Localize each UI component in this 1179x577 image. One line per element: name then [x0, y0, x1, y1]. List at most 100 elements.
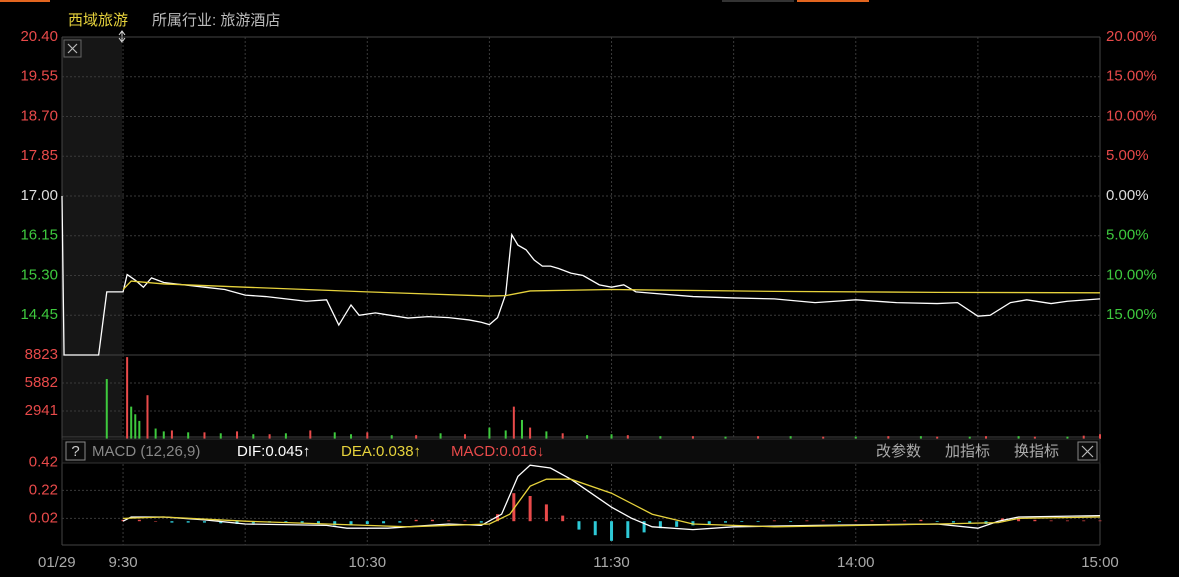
y2-tick-label: 15.00% [1106, 68, 1157, 85]
close-cross[interactable] [67, 43, 78, 54]
volume-bar [439, 433, 442, 439]
y-tick-label: 17.00 [20, 187, 58, 204]
histogram-bar [691, 521, 695, 526]
volume-bar [545, 431, 548, 439]
volume-bar [529, 427, 532, 439]
close-box[interactable] [63, 39, 82, 58]
help-box[interactable] [65, 441, 86, 461]
button[interactable]: 加指标 [945, 443, 990, 460]
histogram-bar [756, 521, 760, 522]
industry: 所属行业: 旅游酒店 [152, 12, 280, 29]
indicator-bar-bg [61, 438, 1101, 464]
button[interactable]: 改参数 [876, 443, 921, 460]
histogram-bar [886, 520, 890, 522]
histogram-bar [398, 521, 402, 523]
volume-bar [561, 433, 564, 439]
histogram-bar [154, 521, 158, 522]
y2-tick-label: 10.00% [1106, 107, 1157, 124]
close-box[interactable] [1077, 441, 1098, 461]
dif-label: DIF:0.045↑ [237, 443, 310, 460]
volume-bar [268, 434, 271, 439]
volume-bar [659, 436, 662, 439]
date-label: 01/29 [38, 554, 76, 571]
volume-bar [1017, 436, 1020, 439]
volume-bar [1033, 436, 1036, 439]
indicator-name: MACD (12,26,9) [92, 443, 200, 460]
volume-bar [504, 430, 507, 439]
histogram-bar [1049, 520, 1053, 522]
histogram-bar [202, 521, 206, 523]
help-button[interactable]: ? [71, 443, 79, 460]
volume-bar [789, 436, 792, 439]
stock-name: 西域旅游 [68, 12, 128, 29]
volume-bar [134, 414, 137, 439]
histogram-bar [903, 520, 907, 522]
volume-bar [366, 432, 369, 439]
plots: 20.40 19.55 18.70 17.85 17.00 16.15 15.30 14.45… [20, 28, 1156, 571]
histogram-bar [593, 521, 597, 536]
histogram-bar [463, 520, 467, 522]
y-tick-label: 5882 [25, 374, 58, 391]
close-icon[interactable] [63, 39, 82, 58]
histogram-bar [1065, 520, 1069, 522]
y-tick-label: 20.40 [20, 28, 58, 45]
histogram-bar [870, 520, 874, 522]
histogram-bar [561, 515, 565, 522]
histogram-bar [528, 496, 532, 522]
histogram-bar [284, 521, 288, 523]
histogram-bar [251, 521, 255, 524]
tab-indicator [722, 0, 794, 2]
histogram-bar [1082, 520, 1086, 522]
volume-bar [463, 434, 466, 439]
volume-bar [309, 430, 312, 439]
x-tick-label: 14:00 [837, 554, 875, 571]
histogram-bar [170, 521, 174, 523]
volume-bar [1099, 434, 1101, 439]
volume-bar [985, 436, 988, 439]
histogram-bar [821, 520, 825, 522]
volume-bar [138, 420, 141, 439]
volume-bar [219, 433, 222, 439]
histogram-bar [496, 514, 500, 522]
volume-bar [236, 431, 239, 439]
volume-bar [610, 434, 613, 439]
volume-bar [415, 435, 418, 439]
histogram-bar [333, 521, 337, 526]
volume-bar [390, 435, 393, 439]
histogram-bar [1033, 519, 1037, 522]
volume-bar [187, 432, 190, 439]
series-line [123, 478, 1101, 528]
close-cross[interactable] [1081, 445, 1094, 458]
histogram-bar [349, 521, 353, 526]
histogram-bar [316, 521, 320, 524]
x-tick-label: 9:30 [108, 554, 137, 571]
histogram-bar [365, 521, 369, 524]
y-tick-label: 2941 [25, 402, 58, 419]
histogram-bar [137, 519, 141, 522]
volume-bar [130, 406, 133, 439]
volume-bar [146, 395, 149, 439]
histogram-bar [544, 504, 548, 522]
volume-bar [887, 436, 890, 439]
histogram-bar [642, 521, 646, 533]
histogram-bar [968, 521, 972, 524]
histogram-bar [219, 521, 223, 524]
y2-tick-label: 20.00% [1106, 28, 1157, 45]
volume-bar [936, 436, 939, 439]
y-tick-label: 17.85 [20, 147, 58, 164]
histogram-bar [724, 521, 728, 523]
histogram-bar [951, 521, 955, 523]
histogram-bar [479, 521, 483, 523]
histogram-bar [300, 521, 304, 524]
histogram-bar [789, 521, 793, 522]
volume-bar [154, 428, 157, 439]
indicator-bar: ? MACD (12,26,9) DIF:0.045↑ DEA:0.038↑ M… [61, 438, 1101, 464]
histogram-bar [675, 521, 679, 527]
button[interactable]: 换指标 [1014, 443, 1059, 460]
volume-bar [488, 427, 491, 439]
histogram-bar [512, 493, 516, 522]
volume-bar [105, 379, 108, 439]
volume-bar [350, 434, 353, 439]
